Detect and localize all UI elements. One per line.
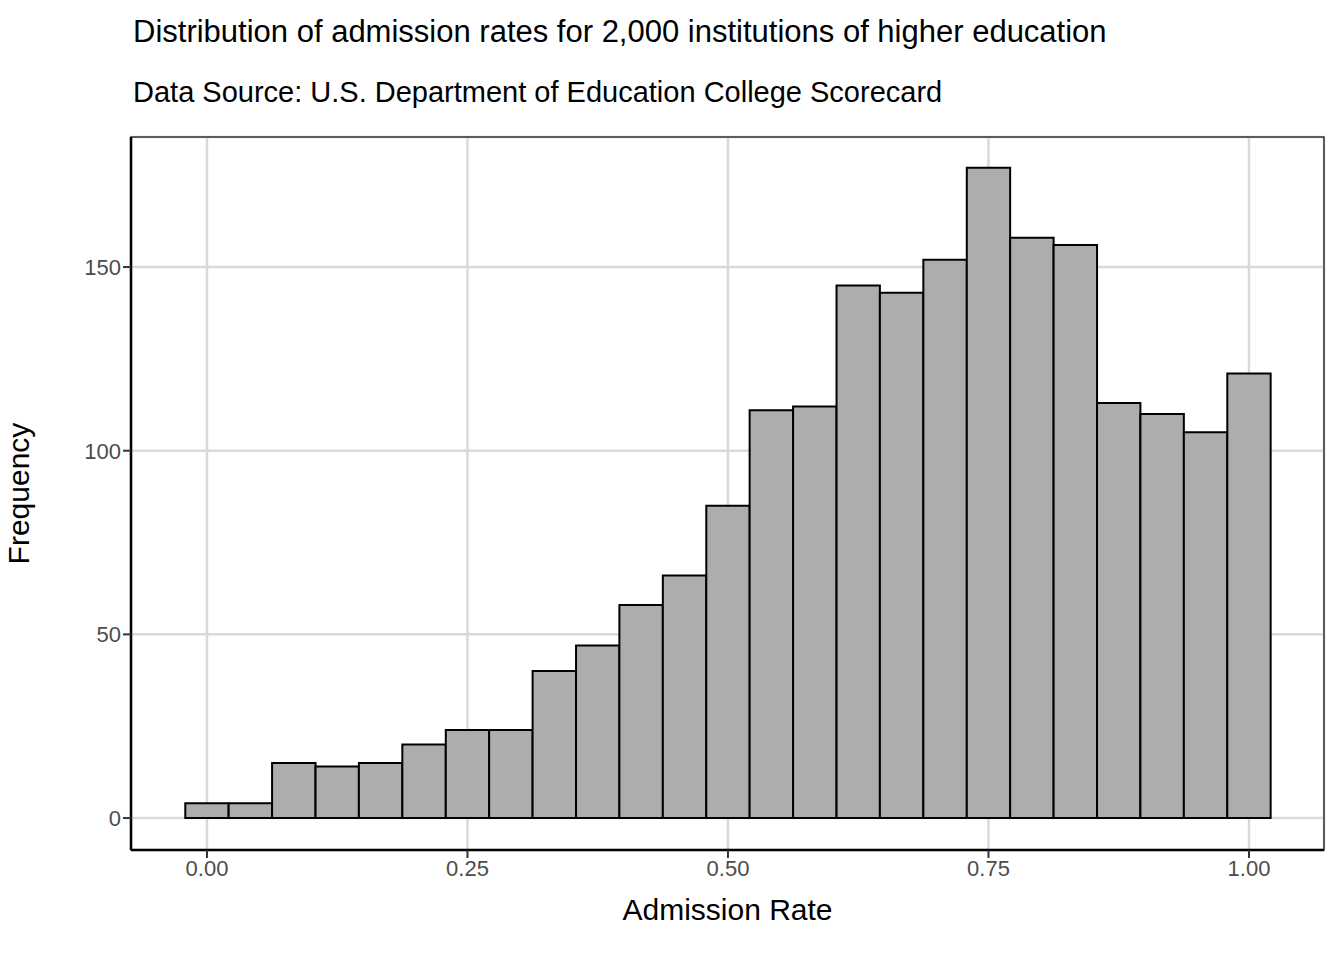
svg-text:0.00: 0.00 bbox=[186, 856, 229, 881]
svg-text:1.00: 1.00 bbox=[1228, 856, 1271, 881]
svg-text:Frequency: Frequency bbox=[8, 423, 35, 565]
html-text:Distribution of admission rate: Distribution of admission rates for 2,00… bbox=[133, 14, 1107, 49]
svg-text:0.25: 0.25 bbox=[446, 856, 489, 881]
svg-text:100: 100 bbox=[84, 439, 121, 464]
svg-text:50: 50 bbox=[97, 622, 121, 647]
svg-text:Admission Rate: Admission Rate bbox=[622, 893, 832, 926]
svg-text:150: 150 bbox=[84, 255, 121, 280]
svg-text:0: 0 bbox=[109, 806, 121, 831]
html-text:Data Source: U.S. Department o: Data Source: U.S. Department of Educatio… bbox=[133, 76, 943, 108]
svg-text:0.75: 0.75 bbox=[967, 856, 1010, 881]
svg-text:0.50: 0.50 bbox=[707, 856, 750, 881]
